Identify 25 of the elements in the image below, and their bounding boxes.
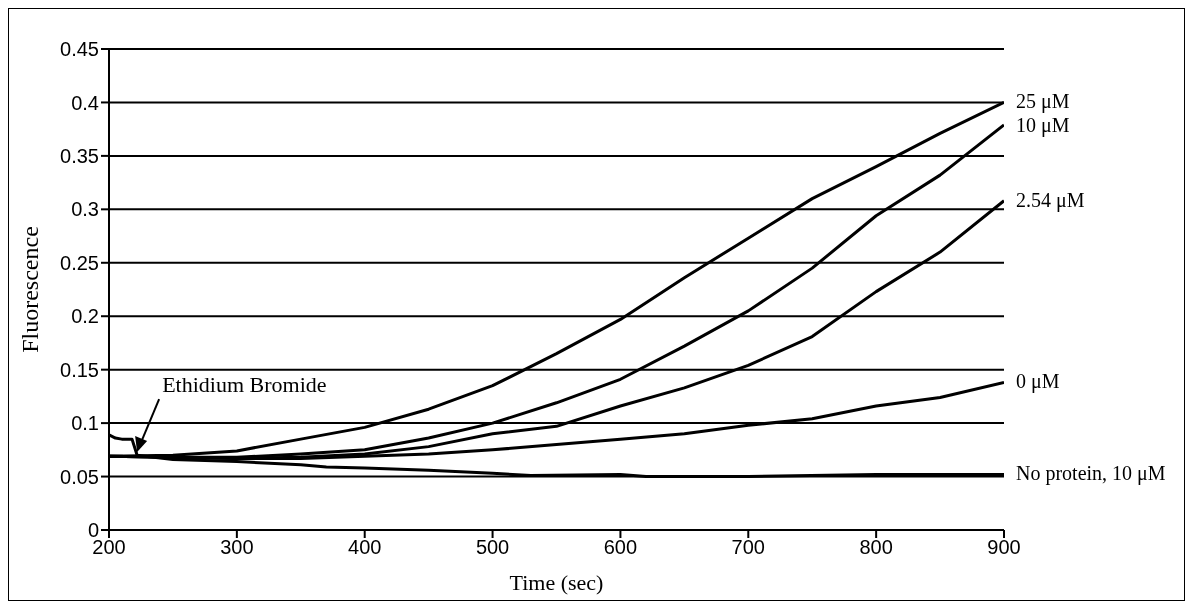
y-tick-label: 0.35 xyxy=(60,144,99,167)
series-label: 10 μM xyxy=(1016,114,1070,138)
y-tick-label: 0.05 xyxy=(60,465,99,488)
y-tick-label: 0.3 xyxy=(71,198,99,221)
series-label: 2.54 μM xyxy=(1016,188,1085,212)
annotation: Ethidium Bromide xyxy=(162,372,327,398)
series-label: 25 μM xyxy=(1016,90,1070,114)
y-tick-label: 0.1 xyxy=(71,412,99,435)
y-tick-label: 0.15 xyxy=(60,358,99,381)
y-tick-label: 0.4 xyxy=(71,91,99,114)
x-tick-label: 800 xyxy=(859,536,893,559)
x-tick-label: 500 xyxy=(475,536,510,559)
y-tick-label: 0.2 xyxy=(71,305,99,328)
x-axis-title: Time (sec) xyxy=(509,570,604,595)
x-tick-label: 600 xyxy=(603,536,638,559)
y-axis-title: Fluorescence xyxy=(16,226,43,353)
y-tick-label: 0.25 xyxy=(60,251,99,274)
y-tick-label: 0.45 xyxy=(60,38,99,61)
series-label: 0 μM xyxy=(1016,370,1060,394)
x-tick-label: 900 xyxy=(987,536,1021,559)
x-tick-label: 300 xyxy=(220,536,254,559)
series-label: No protein, 10 μM xyxy=(1016,462,1166,486)
x-tick-label: 200 xyxy=(92,536,126,559)
x-tick-label: 700 xyxy=(731,536,765,559)
x-tick-label: 400 xyxy=(348,536,382,559)
